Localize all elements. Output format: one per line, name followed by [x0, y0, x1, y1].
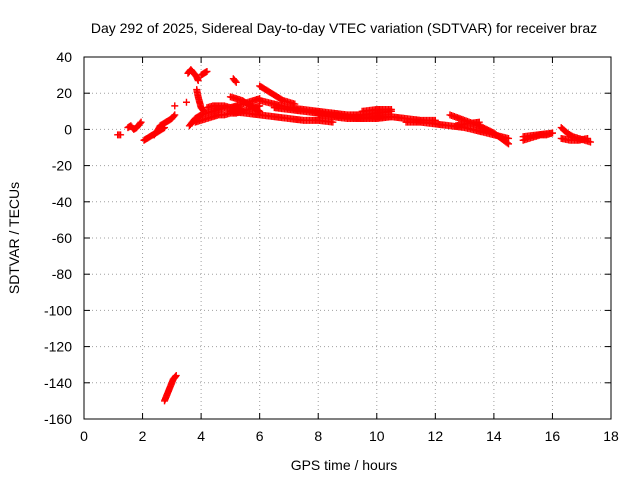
x-tick-label: 10	[369, 428, 385, 444]
data-point	[171, 372, 179, 380]
data-point	[232, 78, 240, 86]
x-tick-label: 16	[545, 428, 561, 444]
data-point	[548, 129, 556, 137]
data-point	[587, 138, 595, 146]
data-point	[203, 67, 211, 75]
y-tick-label: -100	[44, 302, 72, 318]
x-tick-label: 14	[486, 428, 502, 444]
y-tick-label: -80	[52, 266, 72, 282]
x-tick-label: 0	[80, 428, 88, 444]
y-tick-label: -40	[52, 194, 72, 210]
data-point	[117, 131, 125, 139]
x-tick-label: 18	[603, 428, 619, 444]
data-point	[503, 139, 511, 147]
y-tick-label: 20	[56, 85, 72, 101]
data-point	[171, 111, 179, 119]
data-point	[475, 118, 483, 126]
y-tick-label: -20	[52, 158, 72, 174]
y-axis: 40 20 0 -20 -40 -60 -80 -100 -120 -140 -160	[44, 49, 611, 427]
data-point	[170, 112, 178, 120]
data-point	[172, 372, 180, 380]
data-point	[171, 102, 179, 110]
data-point	[505, 140, 513, 148]
plot-frame	[83, 56, 612, 420]
chart-title: Day 292 of 2025, Sidereal Day-to-day VTE…	[91, 20, 597, 36]
x-tick-label: 8	[314, 428, 322, 444]
y-tick-label: -140	[44, 375, 72, 391]
x-tick-label: 6	[256, 428, 264, 444]
data-point	[136, 119, 144, 127]
x-axis-label: GPS time / hours	[291, 457, 398, 473]
y-tick-label: 40	[56, 49, 72, 65]
x-tick-label: 4	[197, 428, 205, 444]
data-point	[182, 98, 190, 106]
x-axis: 0 2 4 6 8 10 12 14 16 18	[80, 57, 619, 444]
grid	[84, 57, 611, 419]
y-tick-label: 0	[64, 121, 72, 137]
data-point	[137, 118, 145, 126]
y-axis-label: SDTVAR / TECUs	[6, 182, 22, 294]
data-point	[387, 105, 395, 113]
y-tick-label: -120	[44, 339, 72, 355]
y-tick-label: -160	[44, 411, 72, 427]
data-point	[231, 77, 239, 85]
data-points	[114, 66, 595, 405]
y-tick-label: -60	[52, 230, 72, 246]
data-point	[194, 77, 202, 85]
data-point	[584, 134, 592, 142]
x-tick-label: 12	[428, 428, 444, 444]
x-tick-label: 2	[139, 428, 147, 444]
